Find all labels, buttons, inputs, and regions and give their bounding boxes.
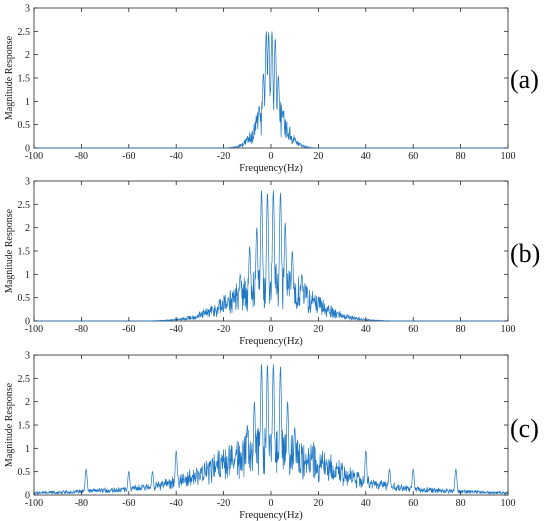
x-tick-label: 80 (456, 498, 466, 509)
x-tick-label: -60 (122, 498, 135, 509)
x-tick-label: -20 (217, 151, 230, 162)
y-tick-label: 2.5 (18, 27, 31, 38)
y-tick-label: 0 (25, 317, 30, 328)
y-tick-label: 1 (25, 444, 30, 455)
x-axis-label: Frequency(Hz) (239, 163, 303, 174)
x-tick-label: -20 (217, 324, 230, 335)
x-tick-label: -60 (122, 324, 135, 335)
x-tick-label: 100 (501, 498, 516, 509)
y-tick-label: 2 (25, 50, 30, 61)
y-tick-label: 1.5 (18, 74, 31, 85)
x-tick-label: 80 (456, 151, 466, 162)
chart-panel-1: -100 -80 -60 -40 -20 0 20 40 60 80 100 0 0.5 1 1.5 2 2.5… (4, 177, 540, 348)
y-axis-label: Magnitude Response (4, 382, 15, 467)
x-tick-label: -40 (170, 151, 183, 162)
y-axis-label: Magnitude Response (4, 35, 15, 120)
x-tick-label: -20 (217, 498, 230, 509)
x-tick-label: 40 (361, 324, 371, 335)
chart-panel-0: -100 -80 -60 -40 -20 0 20 40 60 80 100 0 0.5 1 1.5 2 2.5… (4, 4, 539, 175)
x-tick-label: -80 (75, 324, 88, 335)
y-tick-label: 0.5 (18, 293, 31, 304)
x-axis-label: Frequency(Hz) (239, 336, 303, 347)
plot-frame (33, 354, 509, 496)
spectrum-series-line (33, 364, 509, 496)
y-tick-label: 3 (25, 351, 30, 362)
x-tick-label: 0 (269, 498, 274, 509)
y-tick-label: 2.5 (18, 374, 31, 385)
x-tick-label: 20 (313, 498, 323, 509)
y-tick-label: 3 (25, 177, 30, 188)
y-tick-label: 0.5 (18, 467, 31, 478)
panel-label: (a) (510, 65, 539, 94)
x-axis-label: Frequency(Hz) (239, 510, 303, 521)
x-tick-label: 0 (269, 151, 274, 162)
y-tick-label: 1 (25, 97, 30, 108)
x-tick-label: -80 (75, 151, 88, 162)
x-tick-label: -100 (25, 151, 43, 162)
y-tick-label: 3 (25, 4, 30, 15)
x-tick-label: 60 (408, 151, 418, 162)
y-tick-label: 0 (25, 491, 30, 502)
x-tick-label: -100 (25, 498, 43, 509)
x-tick-label: -100 (25, 324, 43, 335)
x-tick-label: 60 (408, 324, 418, 335)
x-tick-label: -80 (75, 498, 88, 509)
y-tick-label: 1.5 (18, 247, 31, 258)
x-tick-label: -60 (122, 151, 135, 162)
y-tick-label: 1.5 (18, 421, 31, 432)
x-tick-label: -40 (170, 498, 183, 509)
x-tick-label: 100 (501, 324, 516, 335)
x-tick-label: 20 (313, 324, 323, 335)
x-tick-label: 40 (361, 498, 371, 509)
spectrum-series-line (34, 31, 508, 149)
chart-panel-2: -100 -80 -60 -40 -20 0 20 40 60 80 100 0 0.5 1 1.5 2 2.5… (4, 351, 539, 521)
y-tick-label: 2 (25, 223, 30, 234)
x-tick-label: 80 (456, 324, 466, 335)
x-tick-label: 100 (501, 151, 516, 162)
x-tick-label: 0 (269, 324, 274, 335)
panel-label: (b) (510, 239, 540, 268)
x-tick-label: -40 (170, 324, 183, 335)
y-tick-label: 0 (25, 144, 30, 155)
y-tick-label: 2.5 (18, 200, 31, 211)
y-tick-label: 2 (25, 397, 30, 408)
x-tick-label: 20 (313, 151, 323, 162)
y-tick-label: 1 (25, 270, 30, 281)
x-tick-label: 60 (408, 498, 418, 509)
x-tick-label: 40 (361, 151, 371, 162)
panel-label: (c) (510, 414, 539, 443)
y-axis-label: Magnitude Response (4, 208, 15, 293)
y-tick-label: 0.5 (18, 120, 31, 131)
spectrum-series-line (34, 190, 508, 322)
